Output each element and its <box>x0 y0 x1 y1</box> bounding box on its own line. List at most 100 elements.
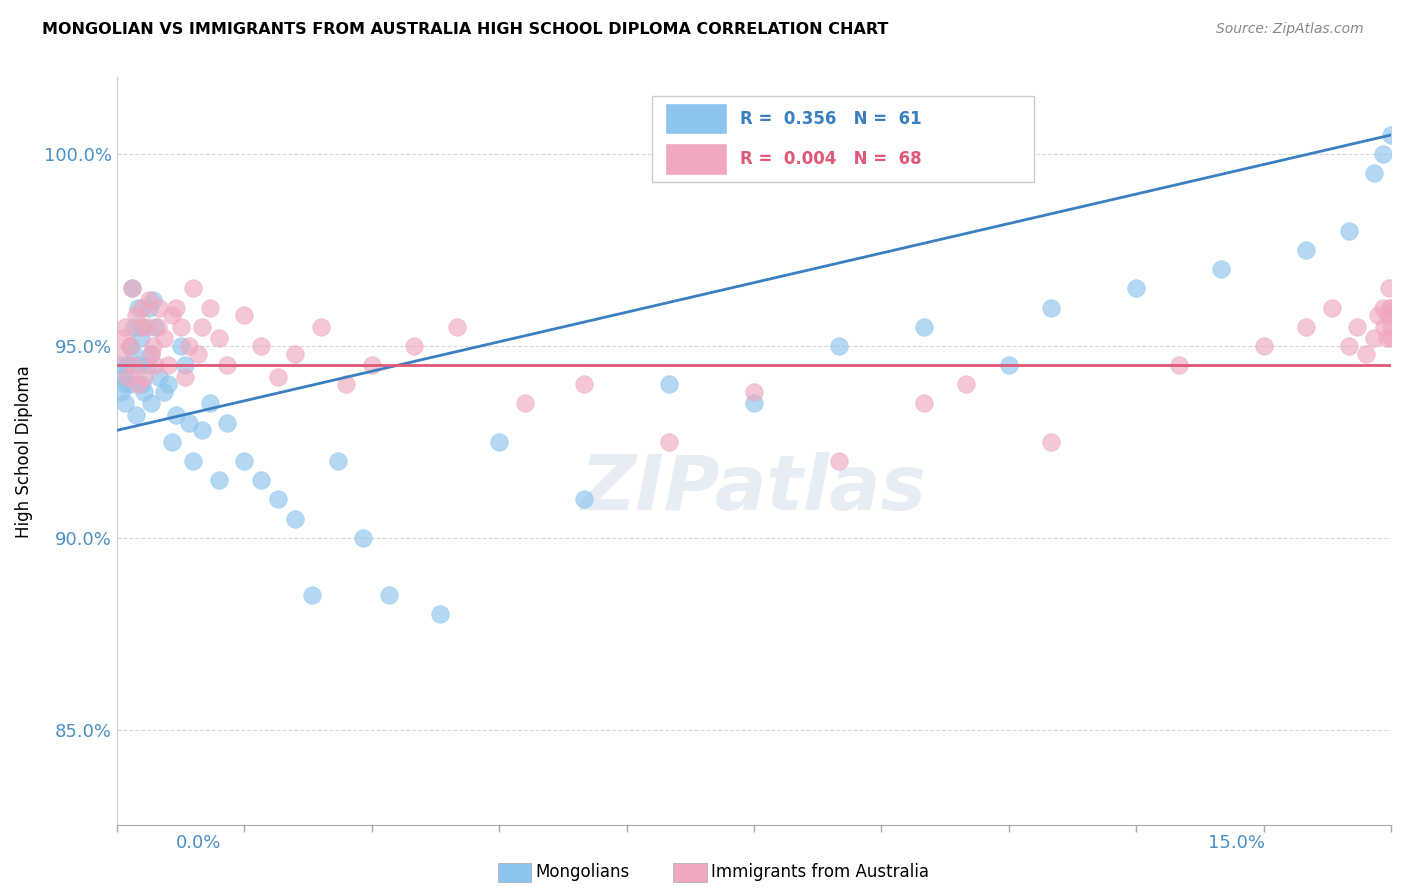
Point <box>429 607 451 622</box>
Point <box>152 331 174 345</box>
Point <box>1378 308 1400 322</box>
Point <box>146 319 169 334</box>
Point <box>165 301 187 315</box>
Point <box>446 319 468 334</box>
Point <box>335 377 357 392</box>
Point <box>165 408 187 422</box>
Point <box>135 319 157 334</box>
FancyBboxPatch shape <box>665 144 727 175</box>
Point <box>200 396 222 410</box>
Point <box>148 301 170 315</box>
Point <box>267 492 290 507</box>
Point <box>131 301 153 315</box>
Point <box>1375 331 1398 345</box>
Point <box>179 416 201 430</box>
Point <box>118 339 141 353</box>
Point <box>170 339 193 353</box>
Point <box>1320 301 1343 315</box>
Point <box>131 319 153 334</box>
Point <box>160 308 183 322</box>
Y-axis label: High School Diploma: High School Diploma <box>15 365 32 538</box>
Point <box>488 434 510 449</box>
Point <box>1346 319 1368 334</box>
Point <box>142 293 165 307</box>
Point <box>134 369 156 384</box>
Point <box>250 473 273 487</box>
Point <box>134 384 156 399</box>
Point <box>148 369 170 384</box>
Point <box>138 301 160 315</box>
Point <box>1337 339 1360 353</box>
Text: MONGOLIAN VS IMMIGRANTS FROM AUSTRALIA HIGH SCHOOL DIPLOMA CORRELATION CHART: MONGOLIAN VS IMMIGRANTS FROM AUSTRALIA H… <box>42 22 889 37</box>
Point <box>187 346 209 360</box>
Point <box>114 319 136 334</box>
Point <box>1379 319 1402 334</box>
Point <box>138 293 160 307</box>
Point <box>112 369 135 384</box>
Point <box>217 416 239 430</box>
Point <box>1253 339 1275 353</box>
Point <box>156 358 179 372</box>
Point <box>122 319 145 334</box>
Point <box>191 423 214 437</box>
FancyBboxPatch shape <box>652 96 1035 182</box>
FancyBboxPatch shape <box>665 103 727 135</box>
Point <box>139 346 162 360</box>
Point <box>352 531 374 545</box>
Point <box>152 384 174 399</box>
Point <box>143 358 166 372</box>
Point <box>250 339 273 353</box>
Point <box>233 454 256 468</box>
Point <box>139 396 162 410</box>
Point <box>1211 262 1233 277</box>
Point <box>309 319 332 334</box>
Point <box>129 331 152 345</box>
Point <box>1379 308 1402 322</box>
Point <box>1337 224 1360 238</box>
Point <box>1372 319 1395 334</box>
Point <box>131 377 153 392</box>
Point <box>112 331 135 345</box>
Text: Immigrants from Australia: Immigrants from Australia <box>711 863 929 881</box>
Point <box>742 384 765 399</box>
Point <box>115 369 138 384</box>
Point <box>912 319 935 334</box>
Point <box>200 301 222 315</box>
Point <box>124 408 146 422</box>
Point <box>1379 301 1402 315</box>
Point <box>170 319 193 334</box>
Point <box>1371 147 1393 161</box>
Point <box>110 384 132 399</box>
Point <box>1167 358 1189 372</box>
Point <box>139 346 162 360</box>
Point <box>1362 331 1385 345</box>
Point <box>1378 281 1400 295</box>
Text: 15.0%: 15.0% <box>1208 834 1265 852</box>
Point <box>1125 281 1147 295</box>
Point <box>572 492 595 507</box>
Point <box>118 377 141 392</box>
Point <box>122 346 145 360</box>
Point <box>1362 166 1385 180</box>
Point <box>110 346 132 360</box>
Point <box>267 369 290 384</box>
Point <box>217 358 239 372</box>
Point <box>121 281 143 295</box>
Point <box>156 377 179 392</box>
Point <box>828 454 851 468</box>
Point <box>1367 308 1389 322</box>
Point <box>1379 331 1402 345</box>
Point <box>114 377 136 392</box>
Point <box>513 396 536 410</box>
Point <box>1379 128 1402 142</box>
Point <box>828 339 851 353</box>
Point <box>1040 434 1063 449</box>
Point <box>1354 346 1376 360</box>
Point <box>284 346 307 360</box>
Point <box>121 281 143 295</box>
Point <box>183 281 205 295</box>
Point <box>233 308 256 322</box>
Point <box>997 358 1019 372</box>
Point <box>127 301 149 315</box>
Point <box>122 358 145 372</box>
